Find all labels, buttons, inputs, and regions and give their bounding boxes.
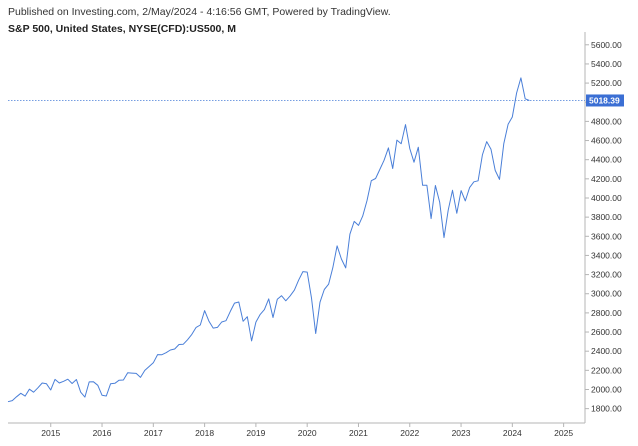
published-caption: Published on Investing.com, 2/May/2024 -… [8,6,391,18]
y-tick-label: 2600.00 [591,327,622,337]
x-tick-label: 2022 [400,428,419,438]
y-tick-label: 2200.00 [591,365,622,375]
y-tick-label: 5400.00 [591,59,622,69]
x-tick-label: 2024 [503,428,522,438]
x-tick-label: 2015 [41,428,60,438]
y-tick-label: 5600.00 [591,40,622,50]
x-tick-label: 2023 [452,428,471,438]
x-axis: 2015 2016 2017 2018 2019 2020 2021 2022 2023 2024… [8,422,585,438]
x-tick-label: 2021 [349,428,368,438]
y-tick-label: 4600.00 [591,136,622,146]
y-tick-label: 3600.00 [591,231,622,241]
y-tick-label: 3800.00 [591,212,622,222]
x-tick-label: 2025 [554,428,573,438]
y-tick-label: 2000.00 [591,384,622,394]
y-tick-label: 2400.00 [591,346,622,356]
y-tick-label: 2800.00 [591,308,622,318]
y-tick-label: 4800.00 [591,116,622,126]
x-tick-label: 2016 [93,428,112,438]
x-tick-label: 2018 [195,428,214,438]
x-tick-label: 2020 [298,428,317,438]
y-tick-label: 5200.00 [591,78,622,88]
series-line[interactable] [7,77,530,403]
y-tick-label: 3200.00 [591,270,622,280]
y-tick-label: 1800.00 [591,404,622,414]
y-tick-label: 4400.00 [591,155,622,165]
y-tick-label: 3400.00 [591,250,622,260]
y-tick-label: 4200.00 [591,174,622,184]
chart-title: S&P 500, United States, NYSE(CFD):US500,… [8,23,236,35]
x-tick-label: 2017 [144,428,163,438]
y-axis: 1800.00 2000.00 2200.00 2400.00 2600.00 2800.… [584,32,622,423]
last-price-value: 5018.39 [589,95,620,105]
last-price-badge [586,94,624,107]
price-series[interactable] [7,77,530,403]
y-tick-label: 3000.00 [591,289,622,299]
x-tick-label: 2019 [246,428,265,438]
y-tick-label: 4000.00 [591,193,622,203]
last-price-label: 5018.39 [586,94,624,107]
